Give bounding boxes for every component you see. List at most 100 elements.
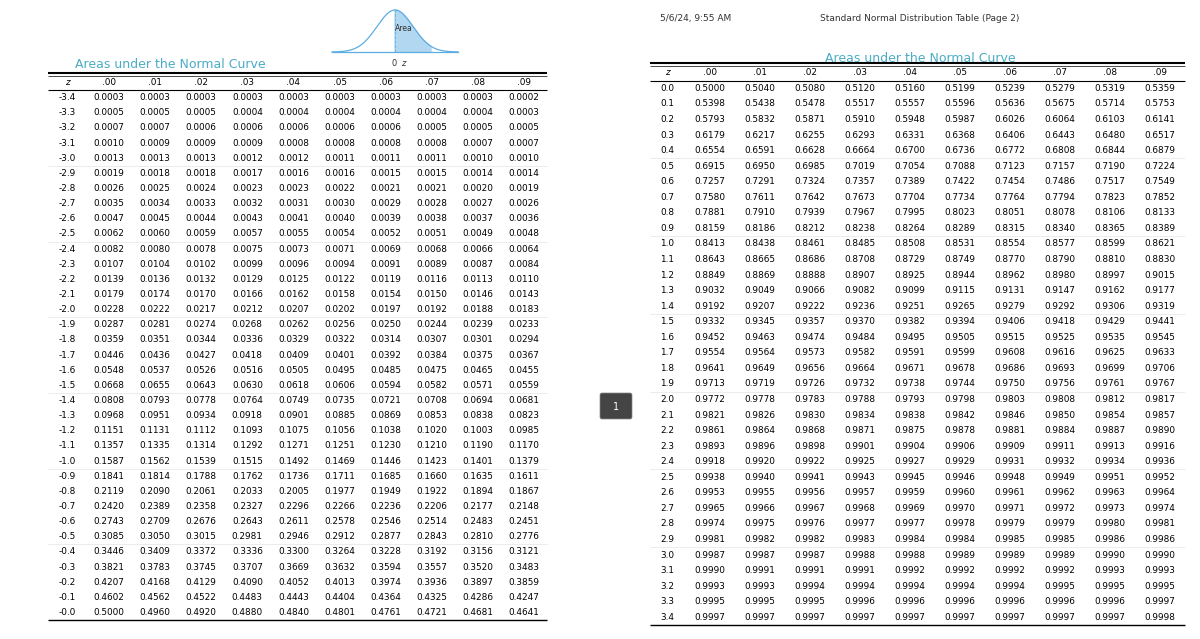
Text: 0.0110: 0.0110 (509, 275, 539, 284)
Text: 0.5557: 0.5557 (894, 100, 925, 109)
Text: 0.9896: 0.9896 (744, 442, 775, 450)
Text: 0.0003: 0.0003 (462, 93, 493, 102)
Text: 0.0025: 0.0025 (139, 184, 170, 193)
Text: 0.6064: 0.6064 (1044, 115, 1075, 124)
Text: 0.0003: 0.0003 (324, 93, 355, 102)
Text: 0.3015: 0.3015 (186, 532, 217, 541)
Text: 0.0170: 0.0170 (186, 290, 217, 299)
Text: 0.3446: 0.3446 (94, 548, 125, 557)
Text: 0.9767: 0.9767 (1145, 380, 1176, 389)
Text: 0.1112: 0.1112 (186, 426, 217, 435)
Text: 0.0233: 0.0233 (509, 320, 539, 329)
Text: 0.6217: 0.6217 (744, 130, 775, 139)
Text: 0.0003: 0.0003 (139, 93, 170, 102)
Text: 0.0003: 0.0003 (416, 93, 448, 102)
Text: 0.9994: 0.9994 (944, 581, 976, 590)
Text: 0.9850: 0.9850 (1044, 410, 1075, 419)
Text: 0.9993: 0.9993 (1145, 566, 1176, 575)
Text: 0.9920: 0.9920 (744, 457, 775, 466)
Text: 0.9671: 0.9671 (894, 364, 925, 373)
Text: 0.0778: 0.0778 (186, 396, 217, 405)
Text: 0.7: 0.7 (660, 193, 674, 202)
Text: 0.6772: 0.6772 (995, 146, 1026, 155)
Text: 0.0582: 0.0582 (416, 381, 448, 390)
Text: 0.9082: 0.9082 (845, 286, 876, 295)
Text: 0.0793: 0.0793 (139, 396, 170, 405)
Text: 0.0014: 0.0014 (462, 169, 493, 178)
Text: 0.8159: 0.8159 (695, 224, 726, 233)
Text: 0.1711: 0.1711 (324, 472, 355, 481)
Text: 0.1446: 0.1446 (371, 456, 401, 466)
Text: 0.8413: 0.8413 (695, 240, 726, 249)
Text: 0.9987: 0.9987 (744, 551, 775, 560)
Text: 0.9861: 0.9861 (695, 426, 726, 435)
Text: 0.9916: 0.9916 (1145, 442, 1176, 450)
Text: 0.0040: 0.0040 (324, 214, 355, 223)
Text: 1: 1 (613, 402, 619, 412)
Text: 0.0055: 0.0055 (278, 229, 308, 238)
Text: 0.8106: 0.8106 (1094, 208, 1126, 217)
Text: Areas under the Normal Curve: Areas under the Normal Curve (824, 52, 1015, 65)
Text: 0.9761: 0.9761 (1094, 380, 1126, 389)
Text: 0.1814: 0.1814 (139, 472, 170, 481)
Text: 0.3372: 0.3372 (186, 548, 217, 557)
Text: 0.6443: 0.6443 (1044, 130, 1075, 139)
Text: 0.7517: 0.7517 (1094, 177, 1126, 186)
Text: 0.1335: 0.1335 (139, 442, 170, 450)
Text: 0.9788: 0.9788 (845, 395, 876, 404)
Text: 0.9881: 0.9881 (995, 426, 1026, 435)
Text: 0.1611: 0.1611 (509, 472, 539, 481)
Text: 0.9976: 0.9976 (794, 520, 826, 528)
Text: 0.0455: 0.0455 (509, 366, 539, 374)
Text: 0.0329: 0.0329 (278, 335, 308, 344)
Text: 0.0019: 0.0019 (94, 169, 125, 178)
Text: 0.9463: 0.9463 (744, 333, 775, 342)
Text: 0.9964: 0.9964 (1145, 488, 1176, 497)
Text: 0.0968: 0.0968 (94, 411, 125, 420)
Text: 0.9997: 0.9997 (744, 613, 775, 622)
Text: 0.1292: 0.1292 (232, 442, 263, 450)
Text: 0.6950: 0.6950 (744, 162, 775, 171)
Text: 0.4562: 0.4562 (139, 593, 170, 602)
Text: 0.9991: 0.9991 (845, 566, 876, 575)
Text: 0.8078: 0.8078 (1044, 208, 1075, 217)
Text: 0.9996: 0.9996 (944, 597, 976, 606)
Text: 0.0034: 0.0034 (139, 199, 170, 208)
Text: 0.0188: 0.0188 (462, 305, 493, 314)
Text: 0.8508: 0.8508 (894, 240, 925, 249)
Text: 0.9878: 0.9878 (944, 426, 976, 435)
Text: 0.0004: 0.0004 (232, 109, 263, 118)
Text: 0.0004: 0.0004 (324, 109, 355, 118)
Text: 0.9678: 0.9678 (944, 364, 976, 373)
Text: -1.6: -1.6 (59, 366, 76, 374)
Text: 0.2546: 0.2546 (371, 517, 401, 526)
Text: 0.0036: 0.0036 (509, 214, 539, 223)
Text: 0.0143: 0.0143 (509, 290, 539, 299)
Text: 0.2611: 0.2611 (278, 517, 308, 526)
Text: 0.9997: 0.9997 (1145, 597, 1176, 606)
Text: 0.9207: 0.9207 (744, 302, 775, 311)
Text: 0.9756: 0.9756 (1044, 380, 1075, 389)
Text: -3.2: -3.2 (59, 123, 76, 132)
Text: -0.4: -0.4 (59, 548, 76, 557)
Text: 0.9909: 0.9909 (995, 442, 1026, 450)
Text: 0.9279: 0.9279 (995, 302, 1026, 311)
Text: 2.5: 2.5 (660, 473, 674, 482)
Text: -3.1: -3.1 (59, 139, 76, 148)
Text: 0.0838: 0.0838 (462, 411, 493, 420)
Text: 0.0013: 0.0013 (94, 154, 125, 163)
Text: 0.8438: 0.8438 (744, 240, 775, 249)
Text: 0.9332: 0.9332 (695, 317, 726, 326)
Text: 0.0008: 0.0008 (324, 139, 355, 148)
Text: 0.9838: 0.9838 (894, 410, 925, 419)
Text: 0.4404: 0.4404 (324, 593, 355, 602)
Text: 0.9441: 0.9441 (1145, 317, 1176, 326)
Text: 0.4960: 0.4960 (139, 608, 170, 617)
Text: 0.0003: 0.0003 (509, 109, 539, 118)
Text: 0.0082: 0.0082 (94, 245, 125, 254)
Text: 0.1894: 0.1894 (462, 487, 493, 496)
Text: 0.8023: 0.8023 (944, 208, 976, 217)
Text: 0.8708: 0.8708 (845, 255, 876, 264)
Text: 0.9535: 0.9535 (1094, 333, 1126, 342)
Text: 0.0154: 0.0154 (371, 290, 401, 299)
